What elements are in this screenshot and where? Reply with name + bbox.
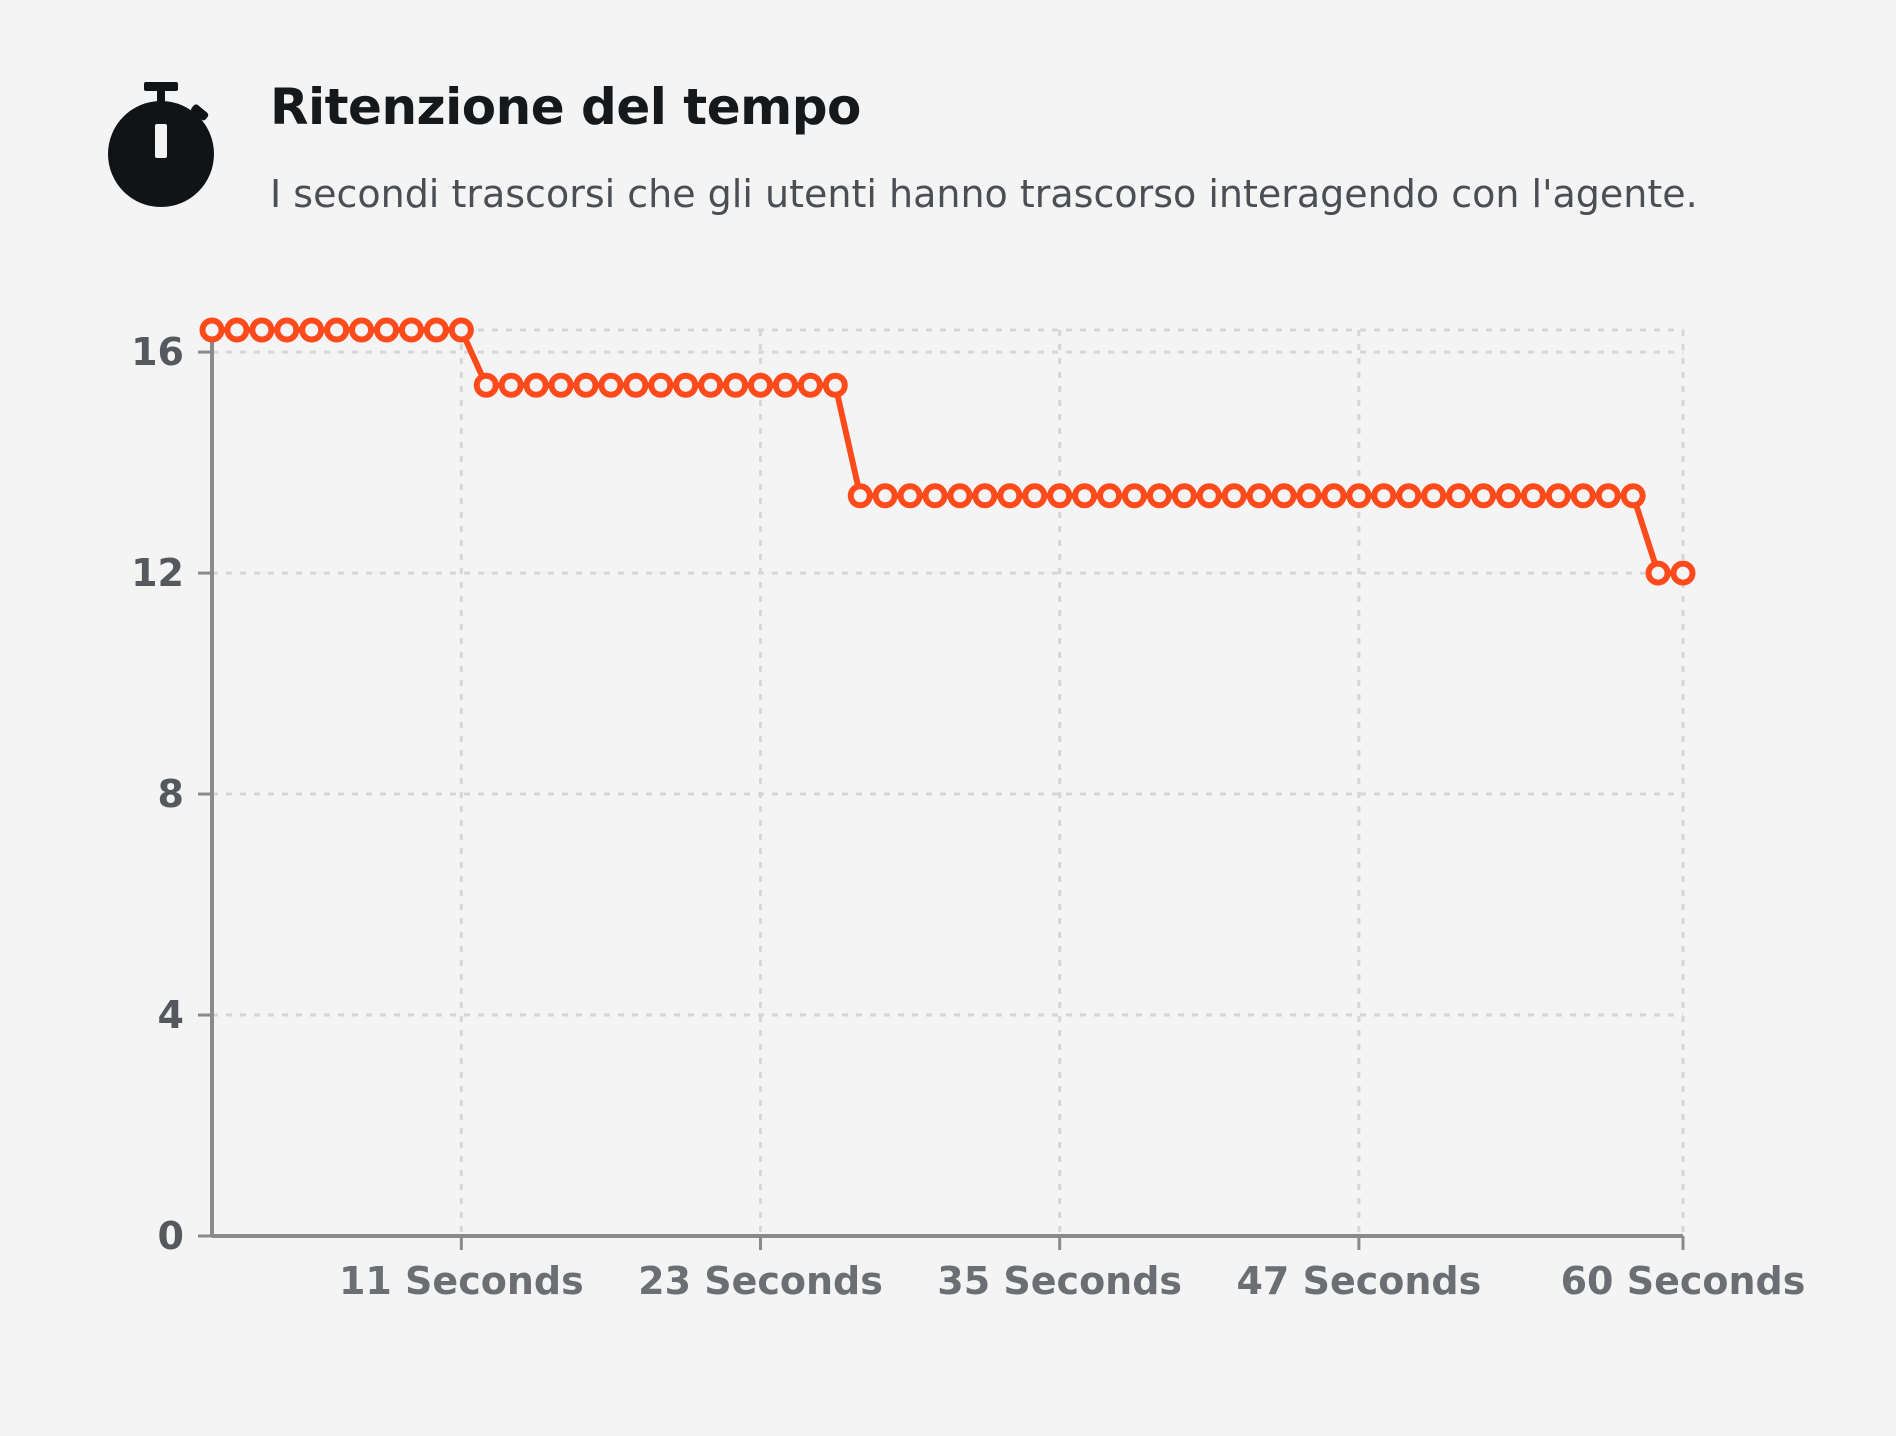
data-point xyxy=(1396,483,1422,509)
y-tick-label: 4 xyxy=(158,993,184,1037)
data-point xyxy=(872,483,898,509)
card-title: Ritenzione del tempo xyxy=(270,78,861,136)
data-point xyxy=(1171,483,1197,509)
data-point xyxy=(797,372,823,398)
data-point xyxy=(1246,483,1272,509)
data-point xyxy=(1545,483,1571,509)
data-point xyxy=(324,317,350,343)
data-point xyxy=(723,372,749,398)
data-point xyxy=(698,372,724,398)
data-point xyxy=(1221,483,1247,509)
data-point xyxy=(1520,483,1546,509)
chart-axes xyxy=(198,330,1685,1250)
data-point xyxy=(398,317,424,343)
x-tick-label: 23 Seconds xyxy=(638,1259,883,1303)
data-point xyxy=(623,372,649,398)
y-tick-label: 16 xyxy=(131,330,184,374)
data-point xyxy=(1022,483,1048,509)
y-tick-label: 8 xyxy=(158,772,184,816)
chart-ticks: 0 4 8 12 16 11 Seconds 23 Seconds 35 Seconds 47 … xyxy=(131,330,1805,1303)
data-point xyxy=(1296,483,1322,509)
x-tick-label: 60 Seconds xyxy=(1561,1259,1806,1303)
data-point xyxy=(448,317,474,343)
chart-points xyxy=(199,317,1696,586)
data-point xyxy=(299,317,325,343)
data-point xyxy=(473,372,499,398)
stopwatch-icon xyxy=(108,82,214,207)
data-point xyxy=(1047,483,1073,509)
x-tick-label: 47 Seconds xyxy=(1236,1259,1481,1303)
chart-series xyxy=(212,327,1683,577)
data-point xyxy=(1321,483,1347,509)
data-point xyxy=(1670,560,1696,586)
data-point xyxy=(1421,483,1447,509)
data-point xyxy=(1121,483,1147,509)
data-point xyxy=(847,483,873,509)
data-point xyxy=(897,483,923,509)
data-point xyxy=(1072,483,1098,509)
data-point xyxy=(598,372,624,398)
data-point xyxy=(673,372,699,398)
data-point xyxy=(349,317,375,343)
data-point xyxy=(972,483,998,509)
data-point xyxy=(922,483,948,509)
data-point xyxy=(374,317,400,343)
data-point xyxy=(1570,483,1596,509)
card-subtitle: I secondi trascorsi che gli utenti hanno… xyxy=(270,172,1698,216)
data-point xyxy=(1346,483,1372,509)
chart-grid xyxy=(212,328,1685,1236)
data-point xyxy=(1471,483,1497,509)
data-point xyxy=(274,317,300,343)
data-point xyxy=(748,372,774,398)
y-tick-label: 12 xyxy=(131,551,184,595)
data-point xyxy=(1620,483,1646,509)
data-point xyxy=(249,317,275,343)
data-point xyxy=(1645,560,1671,586)
data-point xyxy=(822,372,848,398)
series-line xyxy=(212,327,1683,577)
data-point xyxy=(573,372,599,398)
data-point xyxy=(498,372,524,398)
data-point xyxy=(224,317,250,343)
data-point xyxy=(1595,483,1621,509)
data-point xyxy=(997,483,1023,509)
x-tick-label: 11 Seconds xyxy=(339,1259,584,1303)
data-point xyxy=(523,372,549,398)
data-point xyxy=(947,483,973,509)
data-point xyxy=(423,317,449,343)
data-point xyxy=(1097,483,1123,509)
data-point xyxy=(199,317,225,343)
data-point xyxy=(648,372,674,398)
y-tick-label: 0 xyxy=(158,1214,184,1258)
data-point xyxy=(1446,483,1472,509)
data-point xyxy=(1371,483,1397,509)
data-point xyxy=(1271,483,1297,509)
data-point xyxy=(548,372,574,398)
data-point xyxy=(1146,483,1172,509)
data-point xyxy=(1495,483,1521,509)
x-tick-label: 35 Seconds xyxy=(937,1259,1182,1303)
data-point xyxy=(1196,483,1222,509)
data-point xyxy=(772,372,798,398)
